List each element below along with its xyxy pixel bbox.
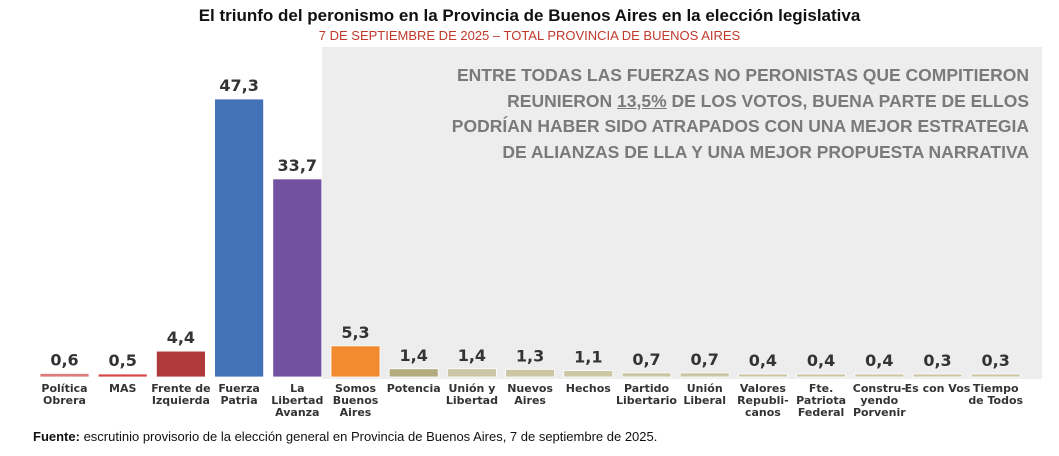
bar-constru-yendo-porvenir: [854, 373, 905, 378]
value-label-constru-yendo-porvenir: 0,4: [865, 351, 893, 370]
category-label-fuerza-patria: Fuerza Patria: [218, 382, 260, 407]
value-label-partido-libertario: 0,7: [632, 350, 660, 369]
note-line-3: PODRÍAN HABER SIDO ATRAPADOS CON UNA MEJ…: [451, 116, 1029, 136]
value-label-la-libertad-avanza: 33,7: [278, 156, 317, 175]
value-label-frente-de-izquierda: 4,4: [167, 328, 195, 347]
bar-somos-buenos-aires: [330, 345, 381, 378]
category-label-es-con-vos: Es con Vos: [905, 382, 971, 395]
bar-nuevos-aires: [505, 368, 556, 378]
category-label-frente-de-izquierda: Frente de Izquierda: [151, 382, 210, 407]
bar-uni-n-liberal: [679, 372, 730, 378]
category-label-fte-patriota-federal: Fte. Patriota Federal: [796, 382, 846, 419]
value-label-uni-n-y-libertad: 1,4: [458, 346, 486, 365]
bar-mas: [97, 373, 148, 378]
category-label-somos-buenos-aires: Somos Buenos Aires: [333, 382, 379, 419]
category-label-tiempo-de-todos: Tiempo de Todos: [968, 382, 1023, 407]
category-labels-group: Política Obrera MAS Frente de Izquierda Fuerz…: [41, 382, 1023, 419]
category-label-uni-n-y-libertad: Unión y Libertad: [446, 382, 498, 407]
category-label-valores-republi-canos: Valores Republi-canos: [737, 382, 789, 419]
value-label-hechos: 1,1: [574, 348, 602, 367]
bar-frente-de-izquierda: [155, 350, 206, 378]
bar-fte-patriota-federal: [796, 373, 846, 378]
value-label-mas: 0,5: [109, 351, 137, 370]
bar-valores-republi-canos: [738, 373, 788, 378]
annotation-note: ENTRE TODAS LAS FUERZAS NO PERONISTAS QU…: [389, 63, 1029, 165]
bar-es-con-vos: [912, 373, 963, 378]
category-label-constru-yendo-porvenir: Constru-yendo Porvenir: [853, 382, 906, 419]
source-label: Fuente:: [33, 429, 80, 444]
annotation-panel: [322, 47, 1042, 379]
value-label-uni-n-liberal: 0,7: [691, 350, 719, 369]
chart-subtitle: 7 DE SEPTIEMBRE DE 2025 – TOTAL PROVINCI…: [318, 28, 741, 43]
bar-hechos: [563, 370, 614, 378]
bar-uni-n-y-libertad: [446, 368, 497, 378]
note-highlight-value: 13,5%: [617, 90, 667, 111]
category-label-la-libertad-avanza: La Libertad Avanza: [271, 382, 323, 419]
value-label-pol-tica-obrera: 0,6: [50, 350, 78, 369]
note-line-2: REUNIERON 13,5% DE LOS VOTOS, BUENA PART…: [389, 89, 1029, 115]
category-label-potencia: Potencia: [387, 382, 441, 395]
source-text: escrutinio provisorio de la elección gen…: [79, 429, 658, 444]
category-label-hechos: Hechos: [566, 382, 612, 395]
bar-potencia: [388, 368, 439, 378]
value-label-somos-buenos-aires: 5,3: [341, 323, 369, 342]
note-line-4: DE ALIANZAS DE LLA Y UNA MEJOR PROPUESTA…: [502, 141, 1029, 162]
value-label-valores-republi-canos: 0,4: [749, 351, 777, 370]
note-line-2-post: DE LOS VOTOS, BUENA PARTE DE ELLOS: [666, 90, 1030, 111]
bar-partido-libertario: [621, 372, 672, 378]
category-label-partido-libertario: Partido Libertario: [616, 382, 677, 407]
note-line-2-pre: REUNIERON: [507, 90, 618, 111]
category-label-pol-tica-obrera: Política Obrera: [41, 382, 87, 407]
chart-title: El triunfo del peronismo en la Provincia…: [198, 6, 861, 25]
value-label-es-con-vos: 0,3: [923, 351, 951, 370]
value-label-nuevos-aires: 1,3: [516, 346, 544, 365]
note-line-1: ENTRE TODAS LAS FUERZAS NO PERONISTAS QU…: [456, 65, 1029, 85]
bar-pol-tica-obrera: [39, 373, 90, 378]
category-label-nuevos-aires: Nuevos Aires: [507, 382, 553, 407]
bars-group: [39, 98, 1021, 378]
value-labels-group: 0,6 0,5 4,4 47,3 33,7 5,3 1,4 1,4 1,3 1,1 0,7 0,7 0,…: [50, 76, 1010, 370]
bar-la-libertad-avanza: [272, 178, 323, 378]
source-note: Fuente: escrutinio provisorio de la elec…: [33, 429, 657, 444]
value-label-fuerza-patria: 47,3: [219, 76, 258, 95]
category-label-mas: MAS: [109, 382, 136, 395]
bar-tiempo-de-todos: [970, 373, 1021, 378]
value-label-potencia: 1,4: [400, 346, 428, 365]
bar-fuerza-patria: [214, 98, 265, 378]
value-label-fte-patriota-federal: 0,4: [807, 351, 835, 370]
value-label-tiempo-de-todos: 0,3: [982, 351, 1010, 370]
category-label-uni-n-liberal: Unión Liberal: [683, 382, 726, 407]
